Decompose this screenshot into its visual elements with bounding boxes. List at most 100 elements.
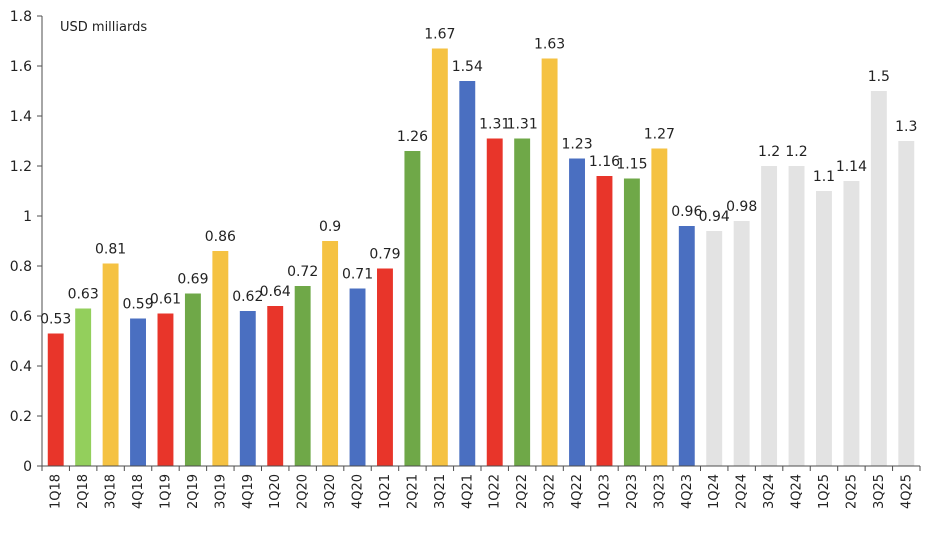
data-label: 0.63 [68, 287, 99, 303]
x-axis: 1Q18 2Q18 3Q18 4Q18 1Q19 2Q19 3Q19 4Q19 1Q20 2Q20… [41, 465, 921, 509]
y-tick-label: 0.6 [10, 309, 32, 325]
y-tick-label: 0 [23, 459, 32, 475]
bar [184, 293, 201, 466]
data-label: 1.31 [479, 117, 510, 133]
y-axis: 0 0.2 0.4 0.6 0.8 1 1.2 1.4 1.6 1.8 [10, 9, 43, 475]
bar [514, 138, 531, 466]
x-tick-label: 1Q21 [378, 474, 393, 509]
data-label: 1.5 [868, 69, 890, 85]
unit-label: USD milliards [60, 20, 147, 35]
bar [239, 311, 256, 466]
data-label: 1.2 [758, 144, 780, 160]
bar [404, 151, 421, 466]
data-label: 0.79 [369, 247, 400, 263]
data-label: 0.64 [260, 284, 291, 300]
y-tick-label: 0.8 [10, 259, 32, 275]
bar [541, 58, 558, 466]
x-tick-label: 4Q20 [351, 474, 366, 509]
data-label: 0.62 [232, 289, 263, 305]
x-tick-label: 3Q25 [872, 474, 887, 509]
data-label: 1.54 [452, 59, 483, 75]
y-tick-label: 1.2 [10, 159, 32, 175]
x-tick-label: 3Q19 [213, 474, 228, 509]
bar [75, 308, 92, 466]
data-label: 0.59 [122, 297, 153, 313]
x-tick-label: 2Q20 [296, 474, 311, 509]
x-tick-label: 1Q20 [268, 474, 283, 509]
x-tick-label: 3Q21 [433, 474, 448, 509]
x-tick-label: 1Q22 [488, 474, 503, 509]
bar [322, 241, 339, 466]
bar [596, 176, 613, 466]
x-tick-label: 2Q25 [844, 474, 859, 509]
data-label: 0.96 [671, 204, 702, 220]
bar [47, 333, 64, 466]
x-tick-label: 2Q22 [515, 474, 530, 509]
data-label: 1.67 [424, 27, 455, 43]
x-tick-label: 1Q18 [49, 474, 64, 509]
x-tick-label: 2Q23 [625, 474, 640, 509]
data-label: 0.69 [177, 272, 208, 288]
bar [377, 268, 393, 466]
data-label: 0.72 [287, 264, 318, 280]
x-tick-label: 1Q23 [597, 474, 612, 509]
x-tick-label: 3Q20 [323, 474, 338, 509]
bar [102, 263, 119, 466]
x-tick-label: 2Q24 [735, 474, 750, 509]
bar [651, 148, 668, 466]
data-label: 1.14 [836, 159, 867, 175]
bar [431, 48, 448, 466]
bar [212, 251, 229, 466]
bar [130, 318, 146, 466]
data-label: 0.9 [319, 219, 341, 235]
bar [569, 158, 585, 466]
x-tick-label: 1Q25 [817, 474, 832, 509]
x-tick-label: 4Q19 [241, 474, 256, 509]
bars [47, 48, 915, 466]
data-label: 1.3 [895, 119, 917, 135]
data-label: 0.98 [726, 199, 757, 215]
bar [733, 221, 750, 466]
x-tick-label: 2Q21 [405, 474, 420, 509]
x-tick-label: 4Q23 [680, 474, 695, 509]
x-tick-label: 3Q23 [652, 474, 667, 509]
y-tick-label: 0.2 [10, 409, 32, 425]
bar [761, 166, 778, 466]
data-label: 1.16 [589, 154, 620, 170]
bar [870, 91, 887, 466]
bar [157, 313, 174, 466]
x-tick-label: 3Q18 [104, 474, 119, 509]
data-label: 0.81 [95, 242, 126, 258]
y-tick-label: 1.6 [10, 59, 32, 75]
x-tick-label: 4Q24 [790, 474, 805, 509]
data-label: 1.1 [813, 169, 835, 185]
bar [678, 226, 695, 466]
data-label: 1.26 [397, 129, 428, 145]
data-label: 0.61 [150, 292, 181, 308]
bar [267, 306, 284, 466]
bar [788, 166, 805, 466]
x-tick-label: 4Q18 [131, 474, 146, 509]
data-label: 1.23 [561, 137, 592, 153]
x-tick-label: 3Q24 [762, 474, 777, 509]
y-tick-label: 1.8 [10, 9, 32, 25]
bar [898, 141, 915, 466]
bar [294, 286, 311, 466]
x-tick-label: 4Q22 [570, 474, 585, 509]
data-label: 1.63 [534, 37, 565, 53]
data-label: 1.2 [785, 144, 807, 160]
data-label: 1.15 [616, 157, 647, 173]
x-tick-label: 1Q24 [707, 474, 722, 509]
data-labels: 0.53 0.63 0.81 0.590.61 0.69 0.86 0.620.64 0.72… [40, 27, 917, 328]
data-label: 0.94 [699, 209, 730, 225]
data-label: 0.71 [342, 267, 373, 283]
y-tick-label: 0.4 [10, 359, 32, 375]
x-tick-label: 4Q21 [460, 474, 475, 509]
x-tick-label: 2Q18 [76, 474, 91, 509]
bar [816, 191, 832, 466]
data-label: 1.27 [644, 127, 675, 143]
bar [843, 181, 860, 466]
x-tick-label: 2Q19 [186, 474, 201, 509]
bar [623, 178, 640, 466]
